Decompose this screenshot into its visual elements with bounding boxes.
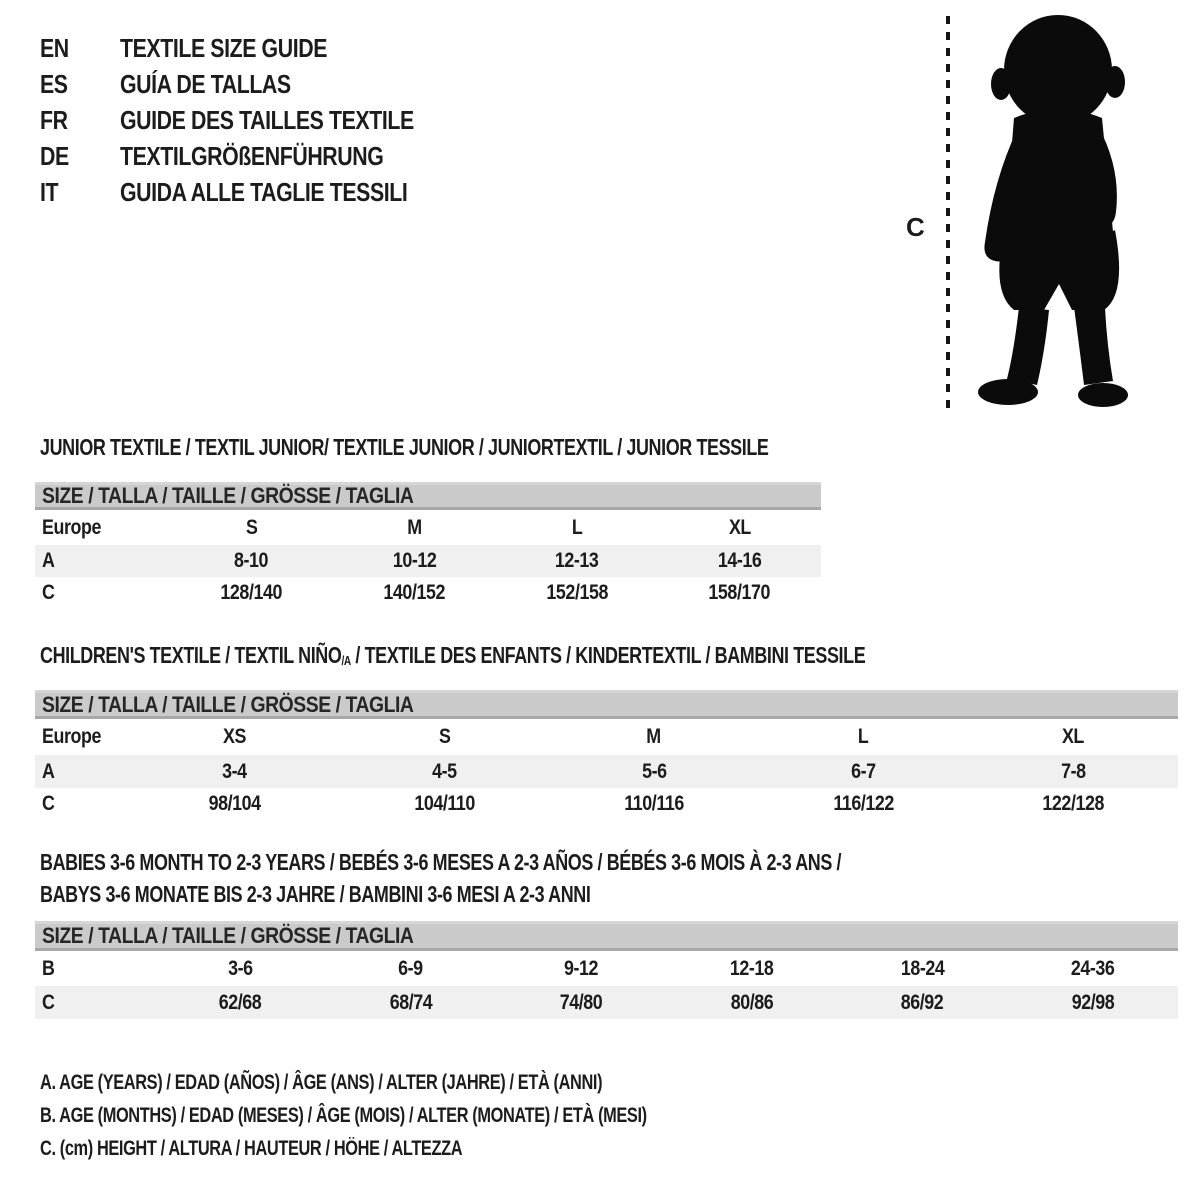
- table-cell: 158/170: [708, 581, 771, 604]
- junior-height-row: C 128/140 140/152 152/158 158/170: [42, 581, 771, 604]
- junior-europe-row: Europe S M L XL: [42, 515, 751, 539]
- table-cell: XL: [1062, 725, 1085, 748]
- lang-code: ES: [40, 68, 68, 99]
- language-header: EN TEXTILE SIZE GUIDE ES GUÍA DE TALLAS …: [40, 30, 478, 210]
- table-cell: S: [245, 515, 258, 539]
- table-cell: 122/128: [1042, 792, 1104, 815]
- childrens-section-title: CHILDREN'S TEXTILE / TEXTIL NIÑO/A / TEX…: [40, 642, 866, 668]
- table-cell: 128/140: [220, 581, 283, 604]
- babies-height-row: C 62/68 68/74 74/80 80/86 86/92 92/98: [35, 986, 1178, 1019]
- table-cell: 6-7: [851, 759, 876, 783]
- height-measure-label: C: [906, 212, 925, 242]
- lang-code: DE: [40, 140, 69, 171]
- junior-size-table: SIZE / TALLA / TAILLE / GRÖSSE / TAGLIA …: [35, 482, 821, 609]
- legend-line-age-months: B. AGE (MONTHS) / EDAD (MESES) / ÂGE (MO…: [40, 1104, 647, 1127]
- table-cell: 80/86: [730, 990, 774, 1014]
- table-cell: 3-4: [222, 759, 248, 783]
- table-cell: 14-16: [717, 549, 762, 572]
- guide-title: GUIDE DES TAILLES TEXTILE: [120, 104, 414, 135]
- junior-size-table-header: SIZE / TALLA / TAILLE / GRÖSSE / TAGLIA: [35, 482, 821, 510]
- table-cell: 74/80: [559, 990, 603, 1014]
- table-cell: 116/122: [833, 792, 894, 815]
- table-cell: 6-9: [398, 956, 424, 980]
- guide-title: TEXTILE SIZE GUIDE: [120, 32, 328, 63]
- table-cell: 12-13: [555, 549, 599, 572]
- table-cell: 5-6: [641, 759, 667, 783]
- table-cell: M: [646, 725, 662, 748]
- guide-title: TEXTILGRÖßENFÜHRUNG: [120, 140, 384, 171]
- table-cell: M: [406, 515, 422, 539]
- childrens-size-table: SIZE / TALLA / TAILLE / GRÖSSE / TAGLIA …: [35, 690, 1178, 820]
- lang-code: FR: [40, 104, 68, 135]
- childrens-europe-row: Europe XS S M L XL: [42, 725, 1085, 748]
- legend-line-age-years: A. AGE (YEARS) / EDAD (AÑOS) / ÂGE (ANS)…: [40, 1071, 603, 1094]
- childrens-size-table-header: SIZE / TALLA / TAILLE / GRÖSSE / TAGLIA: [35, 690, 1178, 719]
- table-cell: 104/110: [414, 792, 475, 815]
- junior-age-row: A 8-10 10-12 12-13 14-16: [35, 545, 821, 577]
- table-cell: 98/104: [208, 792, 261, 815]
- table-cell: 18-24: [900, 956, 945, 980]
- table-cell: 92/98: [1071, 990, 1115, 1014]
- guide-title: GUÍA DE TALLAS: [120, 68, 291, 99]
- table-cell: 152/158: [546, 581, 608, 604]
- legend: A. AGE (YEARS) / EDAD (AÑOS) / ÂGE (ANS)…: [40, 1066, 818, 1165]
- table-cell: S: [438, 725, 451, 748]
- table-cell: 9-12: [564, 956, 599, 980]
- lang-code: EN: [40, 32, 69, 63]
- table-cell: 24-36: [1070, 956, 1115, 980]
- guide-title: GUIDA ALLE TAGLIE TESSILI: [120, 176, 408, 207]
- table-cell: 86/92: [900, 990, 944, 1014]
- table-cell: XS: [223, 725, 247, 748]
- table-cell: 62/68: [218, 990, 262, 1014]
- babies-months-row: B 3-6 6-9 9-12 12-18 18-24 24-36: [42, 956, 1115, 980]
- childrens-age-row: A 3-4 4-5 5-6 6-7 7-8: [35, 755, 1178, 788]
- lang-code: IT: [40, 176, 59, 207]
- baby-silhouette-figure: [978, 15, 1128, 407]
- childrens-height-row: C 98/104 104/110 110/116 116/122 122/128: [42, 792, 1104, 815]
- table-cell: 110/116: [624, 792, 684, 815]
- nino-a-subscript: /A: [341, 653, 351, 668]
- table-cell: 4-5: [432, 759, 457, 783]
- table-cell: 3-6: [227, 956, 253, 980]
- table-cell: 12-18: [729, 956, 774, 980]
- junior-section-title: JUNIOR TEXTILE / TEXTIL JUNIOR/ TEXTILE …: [40, 434, 769, 460]
- table-cell: 7-8: [1060, 759, 1086, 783]
- table-cell: 68/74: [389, 990, 433, 1014]
- table-cell: L: [858, 725, 869, 748]
- table-cell: XL: [728, 515, 751, 539]
- table-cell: 140/152: [383, 581, 445, 604]
- table-cell: 10-12: [392, 549, 436, 572]
- height-measure-dotted-line: [946, 16, 950, 416]
- babies-size-table-header: SIZE / TALLA / TAILLE / GRÖSSE / TAGLIA: [35, 921, 1178, 951]
- babies-size-table: SIZE / TALLA / TAILLE / GRÖSSE / TAGLIA …: [35, 921, 1178, 1019]
- babies-section-title: BABIES 3-6 MONTH TO 2-3 YEARS / BEBÉS 3-…: [40, 849, 842, 907]
- table-cell: 8-10: [234, 549, 269, 572]
- legend-line-height-cm: C. (cm) HEIGHT / ALTURA / HAUTEUR / HÖHE…: [40, 1137, 463, 1160]
- table-cell: L: [571, 515, 583, 539]
